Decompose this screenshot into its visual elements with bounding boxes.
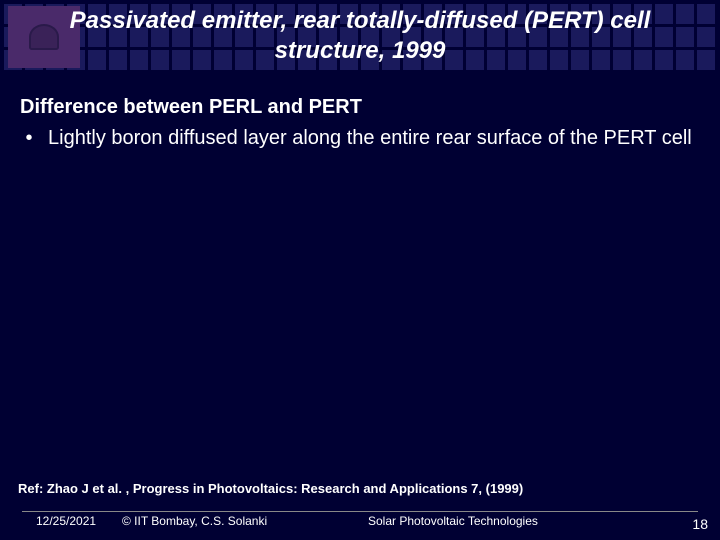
slide-title: Passivated emitter, rear totally-diffuse…: [0, 0, 720, 66]
footer-copyright: © IIT Bombay, C.S. Solanki: [122, 514, 267, 528]
slide-footer: 12/25/2021 © IIT Bombay, C.S. Solanki So…: [0, 514, 720, 532]
reference-citation: Ref: Zhao J et al. , Progress in Photovo…: [18, 481, 523, 496]
bullet-item: • Lightly boron diffused layer along the…: [20, 125, 700, 151]
footer-date: 12/25/2021: [36, 514, 96, 528]
subheading: Difference between PERL and PERT: [20, 96, 700, 119]
title-band: Passivated emitter, rear totally-diffuse…: [0, 0, 720, 74]
footer-divider: [22, 511, 698, 512]
slide-body: Difference between PERL and PERT • Light…: [20, 96, 700, 151]
bullet-text: Lightly boron diffused layer along the e…: [48, 125, 700, 151]
footer-course-title: Solar Photovoltaic Technologies: [368, 514, 538, 528]
bullet-marker: •: [20, 125, 38, 151]
footer-page-number: 18: [692, 516, 708, 532]
